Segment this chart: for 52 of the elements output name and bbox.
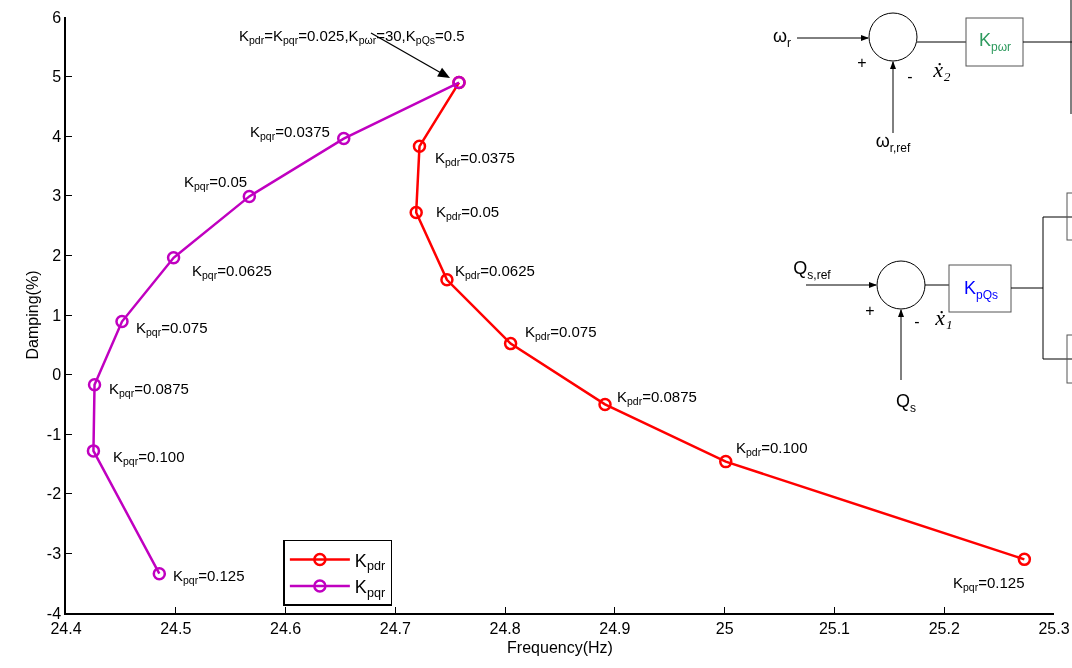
x-tick-label: 25: [715, 619, 734, 637]
annotation: K$_{pqr}$=0.0875: [109, 380, 189, 400]
x-tick-label: 25.2: [928, 619, 960, 637]
annotation: K$_{pqr}$=0.0375: [250, 123, 330, 143]
annotation: -: [907, 68, 913, 86]
x-axis-title: Frequency(Hz): [507, 639, 613, 657]
y-tick-label: -4: [46, 604, 62, 622]
x-tick-label: 25.3: [1038, 619, 1070, 637]
y-tick-label: -3: [46, 545, 62, 562]
annotation: K$_{pqr}$=0.100: [113, 448, 185, 468]
annotation: +: [865, 302, 875, 320]
legend-label: K$_{pqr}$: [354, 576, 386, 600]
y-tick-label: 4: [52, 127, 62, 145]
annotation: K$_{pqr}$=0.0625: [192, 262, 272, 282]
annotation: K$_{pqr}$=0.125: [173, 567, 245, 587]
annotation: K$_{pdr}$=0.0375: [435, 149, 515, 169]
annotation: K$_{pdr}$=0.05: [436, 203, 500, 223]
x-tick-label: 24.9: [599, 619, 631, 637]
text: K$_{pdr}$=K$_{pqr}$=0.025,K$_{pωr}$=30,K$_{pQs}$=0.5: [239, 27, 465, 47]
x-tick-label: 24.5: [160, 619, 192, 637]
annotation: -: [914, 313, 920, 331]
y-tick-label: 5: [52, 68, 62, 86]
annotation: +: [857, 54, 867, 72]
annotation: K$_{pdr}$=0.0875: [617, 388, 697, 408]
annotation: ω$_{r,ref}$: [875, 131, 911, 155]
y-tick-label: -1: [46, 425, 62, 443]
annotation: K$_{pdr}$=0.100: [736, 439, 808, 459]
y-tick-label: 0: [52, 366, 62, 384]
annotation: ω$_{r}$: [772, 26, 792, 50]
annotation: K$_{pdr}$=0.075: [525, 323, 597, 343]
x-tick-label: 24.4: [50, 619, 82, 637]
x-tick-label: 24.6: [269, 619, 302, 637]
y-tick-label: 6: [52, 8, 62, 26]
x-tick-label: 24.8: [489, 619, 521, 637]
y-tick-label: 2: [52, 247, 62, 264]
annotation: ẋ₁: [935, 305, 953, 331]
annotation: K$_{pqr}$=0.05: [184, 173, 248, 193]
annotation: K$_{pqr}$=0.125: [953, 574, 1025, 594]
annotation: K$_{pdr}$=0.0625: [455, 262, 535, 282]
y-axis-title: Damping(%): [24, 270, 42, 360]
legend-label: K$_{pdr}$: [354, 550, 386, 574]
annotation: K$_{pQs}$: [963, 278, 999, 302]
y-tick-label: -2: [46, 485, 62, 503]
annotation: Q$_{s}$: [895, 391, 917, 415]
annotation: Q$_{s,ref}$: [793, 258, 831, 282]
annotation: ẋ₂: [933, 57, 951, 83]
x-tick-label: 25.1: [818, 619, 851, 637]
annotation: K$_{pqr}$=0.075: [136, 319, 208, 339]
y-tick-label: 1: [52, 306, 62, 324]
annotation: K$_{pωr}$: [978, 30, 1012, 54]
y-tick-label: 3: [52, 187, 62, 205]
x-tick-label: 24.7: [379, 619, 411, 637]
